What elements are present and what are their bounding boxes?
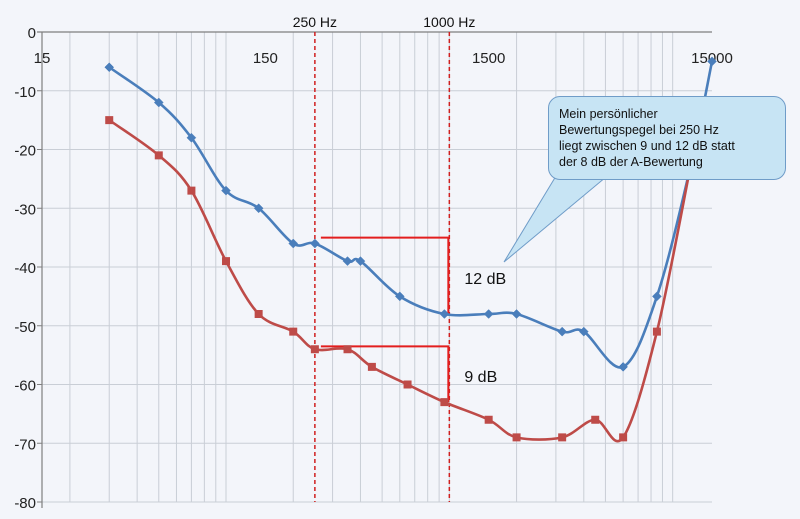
- x-tick-label: 15: [34, 50, 51, 67]
- annotation-callout: Mein persönlicher Bewertungspegel bei 25…: [548, 96, 786, 180]
- bracket: [320, 345, 450, 403]
- data-point: [484, 415, 493, 424]
- data-point: [221, 185, 231, 196]
- data-point: [440, 398, 449, 407]
- y-tick-label: -30: [14, 201, 36, 218]
- data-point: [288, 238, 299, 249]
- y-tick-label: -50: [14, 319, 36, 336]
- data-point: [394, 291, 405, 302]
- series: [104, 56, 717, 443]
- data-point: [618, 362, 628, 372]
- x-tick-label: 150: [253, 50, 278, 67]
- series-line: [108, 61, 714, 369]
- data-point: [186, 132, 197, 143]
- data-point: [652, 327, 661, 336]
- callout-line-3: liegt zwischen 9 und 12 dB statt: [559, 139, 735, 153]
- data-point: [289, 327, 298, 336]
- data-point: [512, 433, 521, 442]
- data-point: [154, 151, 163, 160]
- data-point: [310, 238, 320, 249]
- tick-labels: 0-10-20-30-40-50-60-70-8015150150015000: [14, 25, 733, 512]
- data-point: [367, 362, 376, 371]
- axes: [37, 31, 712, 508]
- data-point: [104, 62, 115, 73]
- data-point: [253, 203, 264, 214]
- x-tick-label: 1500: [472, 50, 505, 67]
- data-point: [342, 256, 353, 266]
- data-point: [105, 116, 114, 125]
- data-point: [222, 257, 231, 266]
- bracket: [320, 236, 450, 314]
- callout-line-2: Bewertungspegel bei 250 Hz: [559, 123, 719, 137]
- data-point: [403, 380, 412, 389]
- reference-line-label: 1000 Hz: [423, 14, 475, 30]
- bracket-label: 12 dB: [464, 271, 506, 288]
- y-tick-label: -10: [14, 84, 36, 101]
- data-point: [557, 326, 568, 337]
- data-point: [153, 97, 164, 108]
- data-point: [439, 309, 450, 319]
- y-tick-label: -70: [14, 436, 36, 453]
- data-point: [707, 56, 717, 67]
- y-tick-label: -20: [14, 143, 36, 160]
- series-2: [105, 116, 695, 443]
- bracket-label: 9 dB: [464, 369, 497, 386]
- y-tick-label: -60: [14, 378, 36, 395]
- data-point: [619, 433, 628, 442]
- data-point: [187, 186, 196, 195]
- data-point: [483, 309, 494, 319]
- data-point: [591, 415, 600, 424]
- data-point: [355, 256, 366, 266]
- data-point: [558, 433, 567, 442]
- data-point: [254, 310, 263, 318]
- reference-line-label: 250 Hz: [293, 14, 337, 30]
- data-point: [511, 309, 522, 319]
- y-tick-label: -40: [14, 260, 36, 277]
- y-tick-label: 0: [28, 25, 36, 42]
- data-point: [343, 345, 352, 354]
- data-point: [652, 291, 662, 302]
- series-1: [104, 56, 717, 372]
- callout-line-1: Mein persönlicher: [559, 107, 658, 121]
- data-point: [578, 326, 589, 337]
- data-point: [310, 345, 319, 354]
- y-tick-label: -80: [14, 495, 36, 512]
- brackets: 12 dB 9 dB: [320, 236, 506, 403]
- callout-line-4: der 8 dB der A-Bewertung: [559, 155, 703, 169]
